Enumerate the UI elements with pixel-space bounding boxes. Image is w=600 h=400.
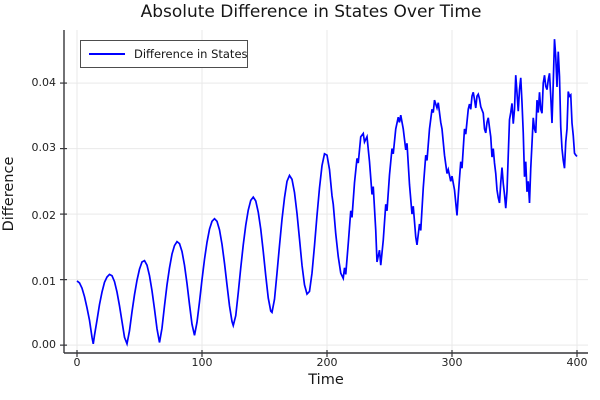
legend-label: Difference in States <box>134 47 248 61</box>
legend-box: Difference in States <box>80 40 248 68</box>
y-axis-label: Difference <box>1 156 17 232</box>
x-tick-label-100: 100 <box>191 356 213 369</box>
x-tick-label-400: 400 <box>566 356 588 369</box>
y-tick-label-001: 0.01 <box>31 275 57 288</box>
x-tick-label-300: 300 <box>441 356 463 369</box>
x-tick-label-0: 0 <box>73 356 81 369</box>
legend-line-sample <box>89 53 125 55</box>
y-tick-label-003: 0.03 <box>31 141 57 154</box>
y-tick-label-002: 0.02 <box>31 209 57 222</box>
y-tick-label-000: 0.00 <box>31 338 57 351</box>
x-tick-label-200: 200 <box>316 356 338 369</box>
y-tick-label-004: 0.04 <box>31 76 57 89</box>
x-axis-label: Time <box>308 372 344 388</box>
series-line-difference-in-states <box>76 39 578 347</box>
chart-title: Absolute Difference in States Over Time <box>140 2 482 22</box>
